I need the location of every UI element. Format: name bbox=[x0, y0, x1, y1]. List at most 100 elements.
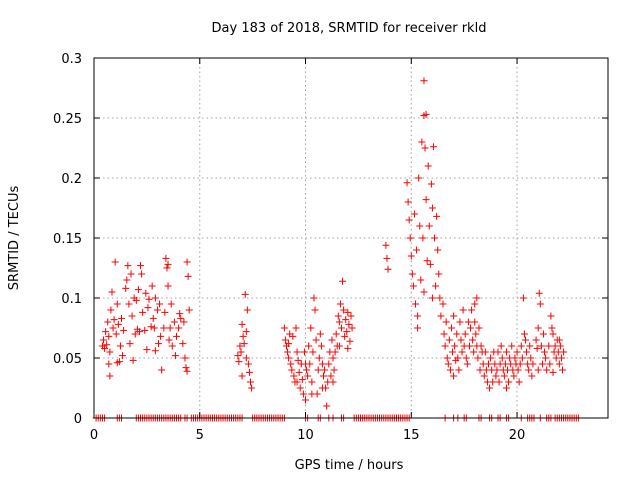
data-point bbox=[142, 289, 150, 297]
data-point bbox=[403, 179, 411, 187]
data-point bbox=[280, 324, 288, 332]
data-point bbox=[132, 296, 140, 304]
data-point bbox=[323, 402, 331, 410]
data-point bbox=[176, 310, 184, 318]
data-point bbox=[171, 352, 179, 360]
x-tick-label: 0 bbox=[90, 428, 98, 443]
data-point bbox=[461, 330, 469, 338]
data-point bbox=[549, 330, 557, 338]
data-point bbox=[469, 336, 477, 344]
data-point bbox=[453, 330, 461, 338]
data-point bbox=[337, 324, 345, 332]
x-axis-label: GPS time / hours bbox=[295, 458, 404, 473]
data-point bbox=[484, 360, 492, 368]
data-point bbox=[502, 348, 510, 356]
data-point bbox=[318, 360, 326, 368]
data-point bbox=[494, 348, 502, 356]
data-point bbox=[405, 216, 413, 224]
data-point bbox=[156, 300, 164, 308]
y-tick-label: 0.25 bbox=[53, 112, 82, 127]
data-point bbox=[287, 360, 295, 368]
data-point bbox=[345, 320, 353, 328]
data-point bbox=[539, 330, 547, 338]
data-point bbox=[342, 316, 350, 324]
data-point bbox=[238, 372, 246, 380]
data-point bbox=[445, 336, 453, 344]
data-point bbox=[475, 324, 483, 332]
y-tick-label: 0.05 bbox=[53, 352, 82, 367]
data-point bbox=[168, 342, 176, 350]
data-point bbox=[457, 336, 465, 344]
data-point bbox=[547, 312, 555, 320]
data-point bbox=[520, 330, 528, 338]
data-point bbox=[383, 254, 391, 262]
data-point bbox=[414, 324, 422, 332]
data-point bbox=[164, 282, 172, 290]
data-point bbox=[139, 308, 147, 316]
data-point bbox=[476, 366, 484, 374]
data-point bbox=[489, 378, 497, 386]
x-tick-label: 15 bbox=[403, 428, 420, 443]
data-point bbox=[404, 198, 412, 206]
data-point bbox=[303, 366, 311, 374]
data-point bbox=[406, 234, 414, 242]
data-point bbox=[109, 324, 117, 332]
data-point bbox=[334, 312, 342, 320]
data-point bbox=[523, 348, 531, 356]
data-point bbox=[314, 366, 322, 374]
data-point bbox=[119, 352, 127, 360]
data-point bbox=[408, 270, 416, 278]
data-point bbox=[289, 332, 297, 340]
data-point bbox=[106, 348, 114, 356]
data-point bbox=[542, 354, 550, 362]
data-point bbox=[407, 252, 415, 260]
data-point bbox=[536, 300, 544, 308]
data-point bbox=[104, 318, 112, 326]
data-point bbox=[175, 324, 183, 332]
data-point bbox=[317, 342, 325, 350]
data-point bbox=[412, 300, 420, 308]
data-point bbox=[429, 143, 437, 151]
data-point bbox=[293, 348, 301, 356]
data-point bbox=[294, 356, 302, 364]
data-point bbox=[151, 294, 159, 302]
data-point bbox=[138, 270, 146, 278]
data-point bbox=[511, 354, 519, 362]
data-point bbox=[431, 234, 439, 242]
data-point bbox=[541, 348, 549, 356]
data-point bbox=[100, 336, 108, 344]
data-point bbox=[492, 372, 500, 380]
data-point bbox=[335, 342, 343, 350]
data-point bbox=[308, 378, 316, 386]
data-point bbox=[526, 342, 534, 350]
data-point bbox=[331, 348, 339, 356]
data-point bbox=[428, 204, 436, 212]
data-point bbox=[184, 272, 192, 280]
data-point bbox=[134, 286, 142, 294]
data-point bbox=[434, 246, 442, 254]
data-point bbox=[305, 342, 313, 350]
data-point bbox=[310, 294, 318, 302]
data-point bbox=[463, 360, 471, 368]
data-point bbox=[534, 324, 542, 332]
data-point bbox=[443, 354, 451, 362]
data-point bbox=[285, 340, 293, 348]
data-point bbox=[545, 342, 553, 350]
data-point bbox=[316, 330, 324, 338]
data-point bbox=[514, 366, 522, 374]
data-point bbox=[510, 372, 518, 380]
data-point bbox=[474, 354, 482, 362]
data-point bbox=[419, 234, 427, 242]
data-point bbox=[468, 306, 476, 314]
data-point bbox=[299, 390, 307, 398]
data-point bbox=[420, 77, 428, 85]
data-point bbox=[546, 360, 554, 368]
data-point bbox=[166, 324, 174, 332]
data-point bbox=[348, 324, 356, 332]
data-point bbox=[480, 372, 488, 380]
data-point bbox=[308, 390, 316, 398]
data-point bbox=[101, 344, 109, 352]
data-point bbox=[107, 306, 115, 314]
data-point bbox=[422, 110, 430, 118]
data-point bbox=[235, 358, 243, 366]
